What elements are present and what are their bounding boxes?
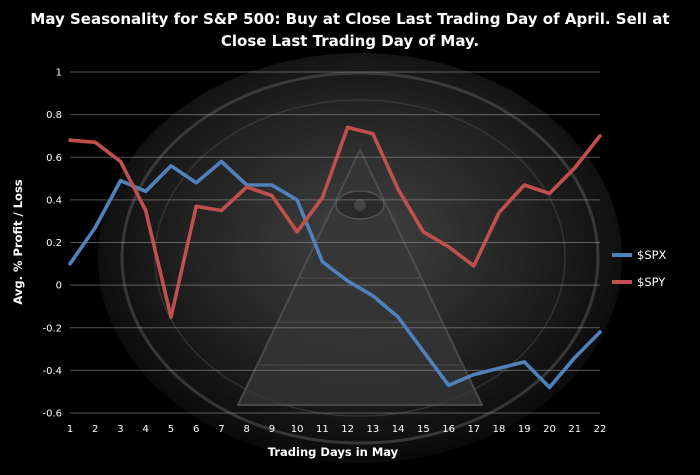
- y-tick-label: 1: [56, 68, 62, 79]
- legend-label-spx: $SPX: [637, 248, 667, 262]
- x-tick-label: 14: [392, 424, 405, 435]
- y-tick-label: 0.2: [46, 238, 62, 249]
- x-tick-label: 13: [366, 424, 379, 435]
- grid-layer: [70, 71, 600, 414]
- y-tick-label: 0.8: [46, 110, 62, 121]
- legend: $SPX $SPY: [612, 248, 667, 289]
- x-tick-label: 7: [218, 424, 224, 435]
- x-tick-label: 16: [442, 424, 455, 435]
- x-tick-label: 11: [316, 424, 329, 435]
- y-axis-label: Avg. % Profit / Loss: [11, 179, 25, 304]
- x-tick-label: 2: [92, 424, 98, 435]
- x-tick-label: 12: [341, 424, 354, 435]
- x-tick-label: 18: [493, 424, 506, 435]
- x-tick-label: 10: [291, 424, 304, 435]
- series-layer: [68, 125, 602, 390]
- x-tick-label: 21: [568, 424, 581, 435]
- x-tick-label: 15: [417, 424, 430, 435]
- y-tick-label: 0.6: [46, 153, 62, 164]
- x-tick-label: 22: [594, 424, 607, 435]
- y-tick-label: 0: [56, 281, 62, 292]
- series-line-spy: [68, 125, 602, 319]
- x-tick-label: 1: [67, 424, 73, 435]
- chart-title-line2: Close Last Trading Day of May.: [221, 32, 479, 50]
- x-tick-label: 19: [518, 424, 531, 435]
- x-axis-label: Trading Days in May: [268, 445, 399, 459]
- x-tick-label: 8: [243, 424, 249, 435]
- x-tick-label: 6: [193, 424, 199, 435]
- series-line-spx: [68, 159, 602, 390]
- x-tick-label: 4: [143, 424, 149, 435]
- y-tick-label: -0.2: [42, 323, 62, 334]
- y-tick-label: -0.4: [42, 366, 62, 377]
- x-tick-label: 3: [117, 424, 123, 435]
- x-tick-label: 17: [467, 424, 480, 435]
- legend-label-spy: $SPY: [637, 275, 666, 289]
- x-tick-label: 5: [168, 424, 174, 435]
- x-tick-label: 9: [269, 424, 275, 435]
- seal-watermark-image: [98, 53, 622, 463]
- y-tick-label: 0.4: [46, 195, 62, 206]
- tick-layer: 10.80.60.40.20-0.2-0.4-0.61 2 3 4 5 6 7 8 9 10 11 1…: [42, 68, 606, 436]
- y-tick-label: -0.6: [42, 409, 62, 420]
- chart-title-line1: May Seasonality for S&P 500: Buy at Clos…: [30, 10, 669, 28]
- x-tick-label: 20: [543, 424, 556, 435]
